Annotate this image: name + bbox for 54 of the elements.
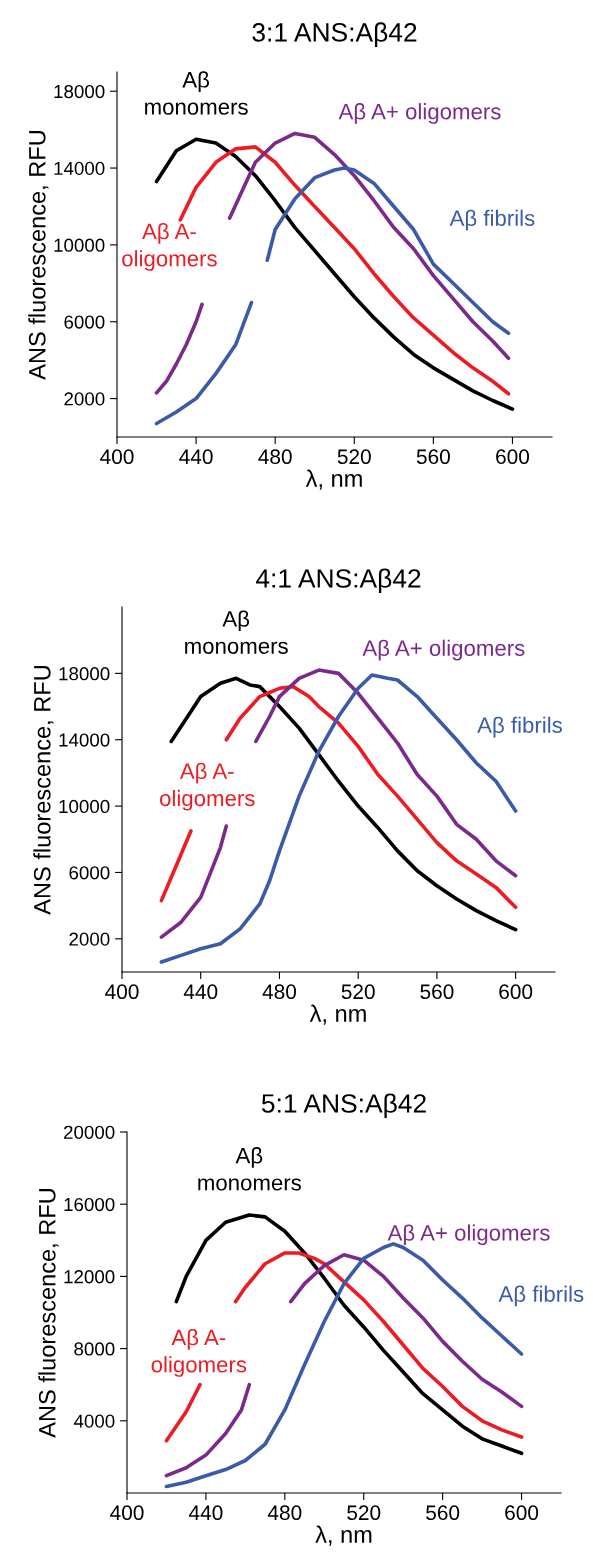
- series-label: Aβ A+ oligomers: [387, 1224, 550, 1246]
- x-tick-label: 520: [347, 1505, 381, 1521]
- x-tick-label: 400: [105, 984, 139, 1000]
- y-tick-label: 14000: [54, 161, 105, 176]
- x-tick-label: 560: [426, 1505, 460, 1521]
- series-label: Aβ A- oligomers: [151, 1329, 247, 1377]
- x-tick-label: 600: [505, 1505, 539, 1521]
- x-tick-label: 440: [179, 449, 213, 465]
- series-label: Aβ fibrils: [477, 716, 562, 738]
- x-tick-label: 600: [496, 449, 530, 465]
- x-tick-label: 440: [183, 984, 218, 1000]
- series-label: Aβ A+ oligomers: [338, 103, 501, 124]
- series-label: Aβ monomers: [198, 1147, 301, 1191]
- chart-title: 4:1 ANS:Aβ42: [255, 568, 421, 594]
- y-axis-title: ANS fluorescence, RFU: [38, 1189, 59, 1438]
- x-axis-title: λ, nm: [305, 469, 362, 490]
- x-tick-label: 560: [416, 449, 450, 465]
- x-tick-label: 560: [420, 984, 454, 1000]
- series-label: Aβ A+ oligomers: [362, 639, 525, 661]
- x-axis-title: λ, nm: [315, 1525, 372, 1546]
- y-axis-title: ANS fluorescence, RFU: [28, 131, 49, 380]
- x-tick-label: 520: [337, 449, 371, 465]
- series-label: Aβ A- oligomers: [122, 222, 217, 271]
- chart-title: 3:1 ANS:Aβ42: [252, 22, 417, 47]
- series-label: Aβ fibrils: [449, 209, 535, 231]
- x-tick-label: 480: [267, 1505, 302, 1521]
- y-tick-label: 20000: [64, 1125, 115, 1139]
- y-tick-label: 2000: [69, 932, 110, 946]
- y-tick-label: 18000: [54, 84, 105, 99]
- x-axis-title: λ, nm: [309, 1004, 366, 1025]
- x-tick-label: 440: [189, 1505, 223, 1521]
- y-tick-label: 16000: [64, 1197, 115, 1212]
- x-tick-label: 400: [110, 1505, 144, 1521]
- y-tick-label: 4000: [73, 1414, 115, 1428]
- series-label: Aβ monomers: [145, 71, 248, 115]
- x-tick-label: 480: [262, 984, 297, 1000]
- y-tick-label: 6000: [64, 315, 105, 329]
- chart-title: 5:1 ANS:Aβ42: [261, 1093, 426, 1119]
- y-tick-label: 18000: [59, 667, 110, 681]
- x-tick-label: 480: [258, 449, 292, 465]
- y-tick-label: 8000: [74, 1342, 115, 1356]
- y-tick-label: 6000: [69, 866, 110, 880]
- y-tick-label: 2000: [64, 392, 105, 406]
- series-label: Aβ A- oligomers: [160, 762, 255, 811]
- y-tick-label: 12000: [64, 1270, 115, 1284]
- series-label: Aβ fibrils: [498, 1285, 584, 1307]
- x-tick-label: 520: [341, 984, 375, 1000]
- y-tick-label: 10000: [54, 238, 105, 252]
- y-axis-title: ANS fluorescence, RFU: [33, 666, 54, 915]
- x-tick-label: 600: [499, 984, 533, 1000]
- y-tick-label: 10000: [59, 799, 110, 814]
- y-tick-label: 14000: [59, 733, 110, 747]
- series-label: Aβ monomers: [185, 610, 288, 654]
- x-tick-label: 400: [100, 449, 134, 465]
